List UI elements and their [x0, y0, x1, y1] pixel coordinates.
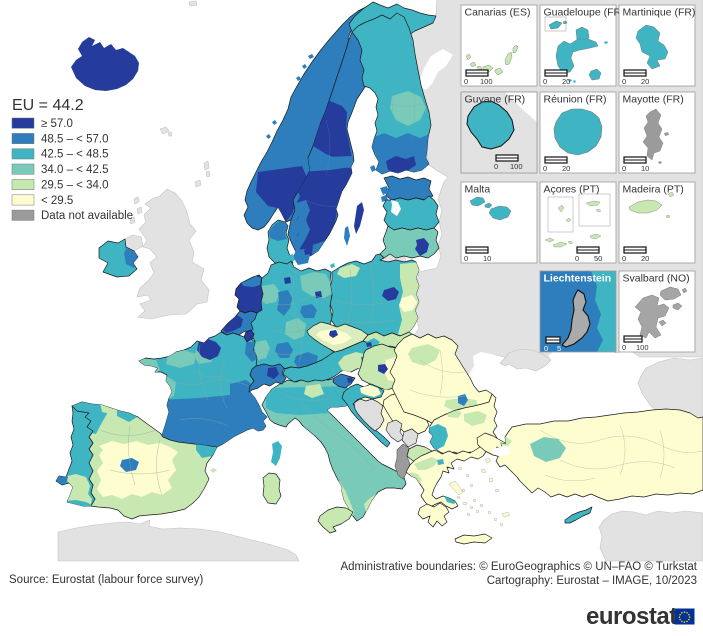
svg-text:20: 20: [641, 254, 649, 263]
svg-text:100: 100: [636, 343, 649, 352]
svg-text:Madeira (PT): Madeira (PT): [623, 184, 684, 196]
svg-text:Cartography: Eurostat – IMAGE,: Cartography: Eurostat – IMAGE, 10/2023: [487, 575, 697, 587]
svg-text:10: 10: [483, 254, 491, 263]
svg-text:Malta: Malta: [465, 184, 491, 196]
svg-text:0: 0: [543, 164, 547, 173]
svg-text:EU = 44.2: EU = 44.2: [12, 97, 84, 114]
svg-text:Mayotte (FR): Mayotte (FR): [623, 94, 684, 106]
svg-text:42.5 – < 48.5: 42.5 – < 48.5: [41, 149, 108, 161]
svg-text:50: 50: [594, 254, 602, 263]
svg-text:Guyane (FR): Guyane (FR): [465, 94, 526, 106]
svg-text:< 29.5: < 29.5: [41, 195, 73, 207]
svg-text:20: 20: [562, 77, 570, 86]
svg-text:20: 20: [562, 164, 570, 173]
svg-text:Réunion (FR): Réunion (FR): [544, 94, 607, 106]
svg-text:29.5 – < 34.0: 29.5 – < 34.0: [41, 179, 108, 191]
svg-text:≥ 57.0: ≥ 57.0: [41, 118, 73, 130]
svg-text:Açores (PT): Açores (PT): [544, 184, 600, 196]
svg-text:0: 0: [622, 343, 626, 352]
svg-text:10: 10: [641, 164, 649, 173]
svg-text:0: 0: [464, 77, 468, 86]
svg-text:Source: Eurostat (labour force: Source: Eurostat (labour force survey): [9, 574, 203, 586]
svg-text:eurostat: eurostat: [586, 603, 677, 630]
svg-text:0: 0: [622, 77, 626, 86]
svg-text:5: 5: [557, 344, 561, 353]
svg-text:Guadeloupe (FR): Guadeloupe (FR): [544, 7, 625, 19]
svg-text:20: 20: [641, 77, 649, 86]
svg-text:100: 100: [480, 77, 493, 86]
svg-text:100: 100: [510, 162, 523, 171]
svg-text:48.5 – < 57.0: 48.5 – < 57.0: [41, 133, 108, 145]
svg-text:0: 0: [464, 254, 468, 263]
svg-text:0: 0: [544, 344, 548, 353]
svg-text:0: 0: [575, 254, 579, 263]
svg-text:34.0 – < 42.5: 34.0 – < 42.5: [41, 164, 108, 176]
svg-text:0: 0: [543, 77, 547, 86]
svg-text:0: 0: [494, 162, 498, 171]
svg-text:Liechtenstein: Liechtenstein: [544, 273, 612, 285]
svg-text:Svalbard (NO): Svalbard (NO): [623, 273, 690, 285]
svg-text:Administrative boundaries: © E: Administrative boundaries: © EuroGeograp…: [340, 561, 697, 573]
svg-text:0: 0: [622, 254, 626, 263]
svg-text:Data not available: Data not available: [41, 210, 133, 222]
svg-text:Martinique (FR): Martinique (FR): [623, 7, 696, 19]
svg-text:0: 0: [622, 164, 626, 173]
svg-text:Canarias (ES): Canarias (ES): [465, 7, 531, 19]
